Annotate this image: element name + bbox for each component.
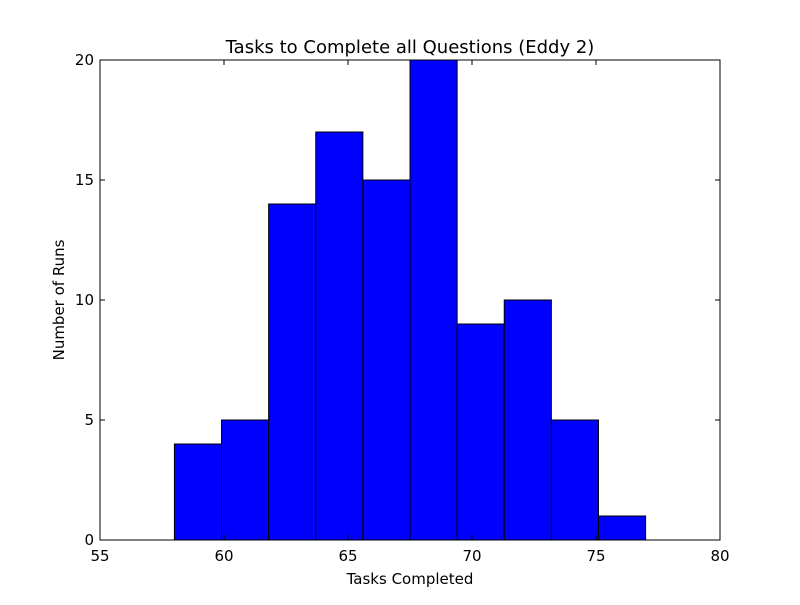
y-tick-label-1: 0 <box>84 531 94 549</box>
histogram-bar-4 <box>315 131 364 541</box>
y-tick-label-5: 20 <box>75 51 94 69</box>
histogram-bar-5 <box>362 179 411 541</box>
histogram-bar-3 <box>268 203 317 541</box>
histogram-bar-6 <box>409 59 458 541</box>
x-axis-label: Tasks Completed <box>346 570 474 588</box>
x-tick-label-1: 55 <box>90 547 109 565</box>
chart-title: Tasks to Complete all Questions (Eddy 2) <box>225 37 595 58</box>
y-tick-label-3: 10 <box>75 291 94 309</box>
histogram-bar-8 <box>503 299 552 541</box>
x-tick-label-2: 60 <box>214 547 233 565</box>
x-tick-label-6: 80 <box>710 547 729 565</box>
histogram-bar-7 <box>456 323 505 541</box>
y-axis-label: Number of Runs <box>50 239 68 360</box>
histogram-bar-10 <box>597 515 647 541</box>
histogram-bar-1 <box>173 443 223 541</box>
x-tick-label-4: 70 <box>462 547 481 565</box>
x-tick-label-5: 75 <box>586 547 605 565</box>
histogram-bar-9 <box>550 419 599 541</box>
bars-group <box>173 59 647 541</box>
x-tick-label-3: 65 <box>338 547 357 565</box>
y-tick-label-4: 15 <box>75 171 94 189</box>
y-tick-label-2: 5 <box>84 411 94 429</box>
histogram-bar-2 <box>221 419 270 541</box>
plot-frame <box>99 59 721 541</box>
